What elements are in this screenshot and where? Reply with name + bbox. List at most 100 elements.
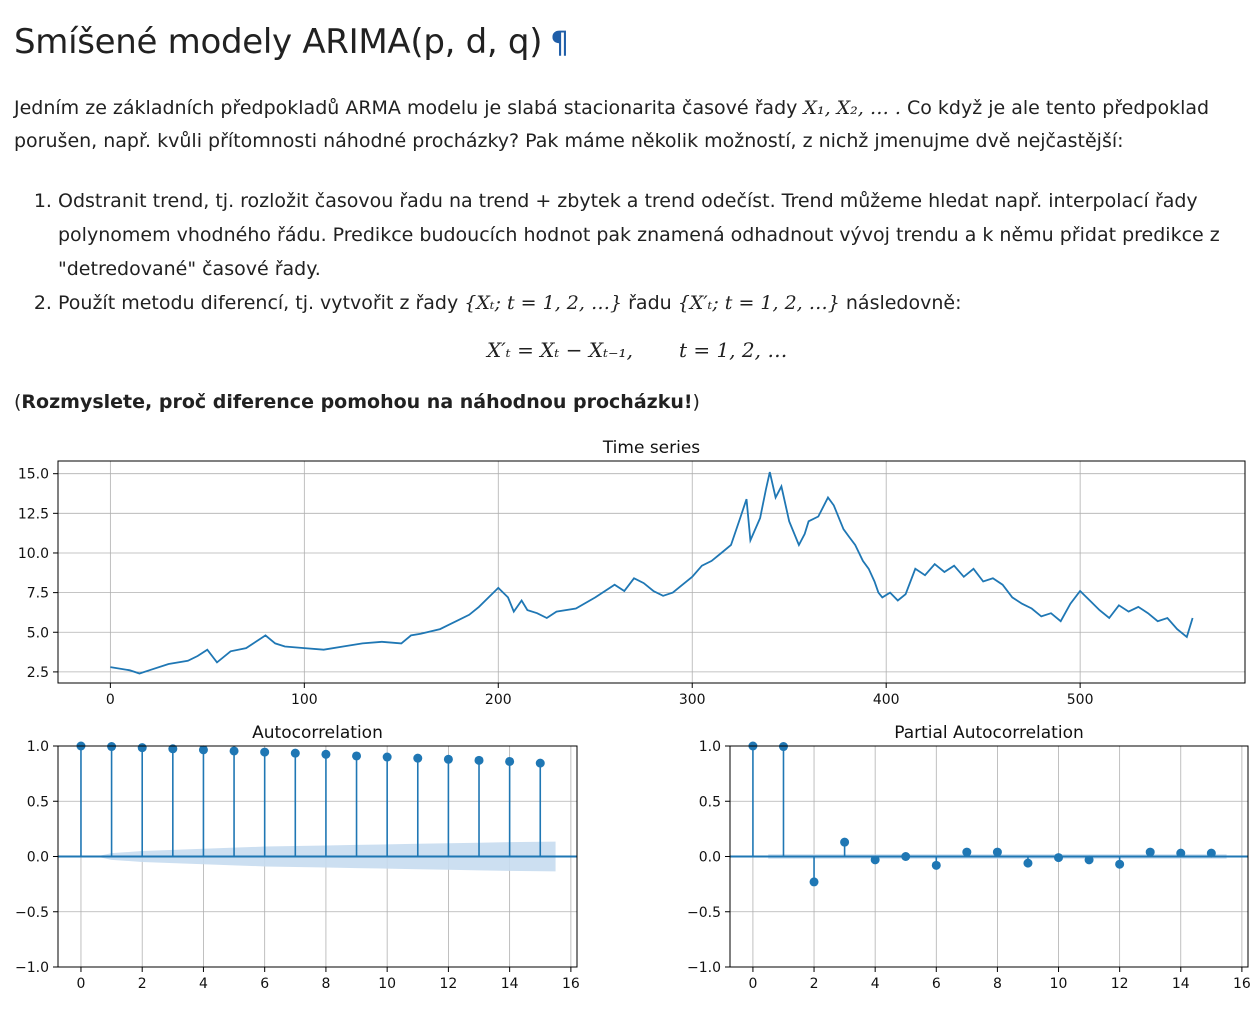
heading-anchor-link[interactable]: ¶: [550, 26, 569, 61]
x-tick-label: 2: [138, 976, 147, 992]
x-tick-label: 12: [439, 976, 457, 992]
stem-point: [840, 837, 850, 847]
partial-autocorrelation-chart: Partial Autocorrelation 0 2 4 6 8 10 12 14 16 −1.0…: [687, 723, 1251, 992]
stem-point: [1176, 848, 1186, 858]
list-item: Použít metodu diferencí, tj. vytvořit z …: [58, 286, 1239, 320]
stem-point: [962, 847, 972, 857]
x-tick-label: 10: [378, 976, 396, 992]
x-tick-label: 0: [748, 976, 757, 992]
note-close-paren: ): [692, 391, 700, 413]
y-tick-label: 0.0: [27, 850, 49, 866]
equation-rhs: t = 1, 2, …: [678, 338, 788, 362]
stem-point: [321, 749, 331, 759]
time-series-chart: Time series 0 100 200 300 400 500 2.5 5.0 7.5 10.0…: [18, 438, 1246, 708]
y-tick-label: 2.5: [27, 665, 49, 681]
y-tick-label: 0.5: [699, 794, 721, 810]
y-tick-label: 10.0: [18, 546, 49, 562]
stem-point: [1023, 858, 1033, 868]
x-tick-label: 16: [562, 976, 580, 992]
stem-point: [870, 855, 880, 865]
y-tick-label: −1.0: [687, 960, 721, 976]
stem-point: [1115, 859, 1125, 869]
stem-point: [443, 754, 453, 764]
y-tick-label: 15.0: [18, 467, 49, 483]
note-open-paren: (: [14, 391, 22, 413]
stem-point: [107, 742, 117, 752]
x-tick-label: 200: [485, 692, 512, 708]
list-item-2-mid: řadu: [622, 292, 678, 314]
x-tick-label: 14: [501, 976, 519, 992]
x-tick-label: 10: [1050, 976, 1068, 992]
stem-point: [474, 755, 484, 765]
plot-frame: [57, 460, 1246, 684]
y-tick-label: 0.5: [27, 794, 49, 810]
list-item-2-before: Použít metodu diferencí, tj. vytvořit z …: [58, 292, 465, 314]
x-tick-label: 2: [810, 976, 819, 992]
x-tick-label: 16: [1233, 976, 1251, 992]
stem-point: [1054, 853, 1064, 863]
stem-point: [168, 744, 178, 754]
stem-point: [260, 747, 270, 757]
exercise-note: (Rozmyslete, proč diference pomohou na n…: [14, 391, 700, 413]
series-line: [110, 471, 1194, 675]
x-tick-label: 12: [1111, 976, 1129, 992]
stem-point: [352, 751, 362, 761]
stem-point: [1084, 855, 1094, 865]
x-tick-label: 0: [106, 692, 115, 708]
list-item: Odstranit trend, tj. rozložit časovou řa…: [58, 184, 1239, 286]
x-tick-label: 0: [77, 976, 86, 992]
equation-lhs: X′ₜ = Xₜ − Xₜ₋₁,: [487, 338, 633, 362]
stem-point: [901, 852, 911, 861]
stem-point: [229, 746, 239, 756]
x-tick-label: 500: [1067, 692, 1094, 708]
y-tick-label: −0.5: [15, 905, 49, 921]
x-tick-label: 400: [873, 692, 900, 708]
stem-point: [1206, 848, 1216, 858]
intro-paragraph: Jedním ze základních předpokladů ARMA mo…: [14, 92, 1239, 158]
x-tick-label: 6: [932, 976, 941, 992]
methods-list: Odstranit trend, tj. rozložit časovou řa…: [14, 184, 1239, 320]
stem-point: [137, 743, 147, 753]
y-tick-label: 5.0: [27, 625, 49, 641]
list-item-2-math1: {Xₜ; t = 1, 2, …}: [464, 292, 623, 314]
x-tick-label: 4: [871, 976, 880, 992]
chart-title: Autocorrelation: [252, 723, 383, 743]
difference-equation: X′ₜ = Xₜ − Xₜ₋₁, t = 1, 2, …: [487, 338, 787, 362]
stem-point: [505, 756, 515, 766]
y-tick-label: 0.0: [699, 850, 721, 866]
stem-point: [413, 753, 423, 763]
y-tick-label: 1.0: [699, 739, 721, 755]
page-title-text: Smíšené modely ARIMA(p, d, q): [14, 22, 543, 62]
stem-point: [1145, 847, 1155, 857]
y-tick-label: 1.0: [27, 739, 49, 755]
intro-text-before: Jedním ze základních předpokladů ARMA mo…: [14, 97, 804, 119]
y-tick-label: −1.0: [15, 960, 49, 976]
chart-title: Partial Autocorrelation: [894, 723, 1084, 743]
list-item-2-after: následovně:: [839, 292, 962, 314]
stem-point: [198, 745, 208, 755]
note-bold-text: Rozmyslete, proč diference pomohou na ná…: [21, 391, 693, 413]
stem-point: [535, 758, 545, 768]
x-tick-label: 14: [1172, 976, 1190, 992]
x-tick-label: 100: [291, 692, 318, 708]
list-item-1-text: Odstranit trend, tj. rozložit časovou řa…: [58, 190, 1220, 280]
stem-point: [992, 847, 1002, 857]
list-item-2-math2: {X′ₜ; t = 1, 2, …}: [677, 292, 840, 314]
x-tick-label: 8: [993, 976, 1002, 992]
page-title: Smíšené modely ARIMA(p, d, q) ¶: [14, 22, 569, 62]
stem-point: [931, 860, 941, 870]
chart-title: Time series: [602, 438, 700, 458]
y-tick-label: 12.5: [18, 506, 49, 522]
stem-point: [778, 742, 788, 752]
stem-point: [809, 877, 819, 887]
y-tick-label: 7.5: [27, 586, 49, 602]
x-tick-label: 8: [321, 976, 330, 992]
intro-math: X₁, X₂, … .: [803, 97, 901, 119]
intro-text-after: Co když je ale tento předpoklad porušen,…: [14, 97, 1210, 152]
y-tick-label: −0.5: [687, 905, 721, 921]
x-tick-label: 4: [199, 976, 208, 992]
stem-point: [290, 748, 300, 758]
stem-point: [382, 752, 392, 762]
autocorrelation-chart: Autocorrelation 0 2 4 6 8 10 12 14 16 −1.0 −0.5 0.0 0…: [15, 723, 580, 992]
x-tick-label: 300: [679, 692, 706, 708]
